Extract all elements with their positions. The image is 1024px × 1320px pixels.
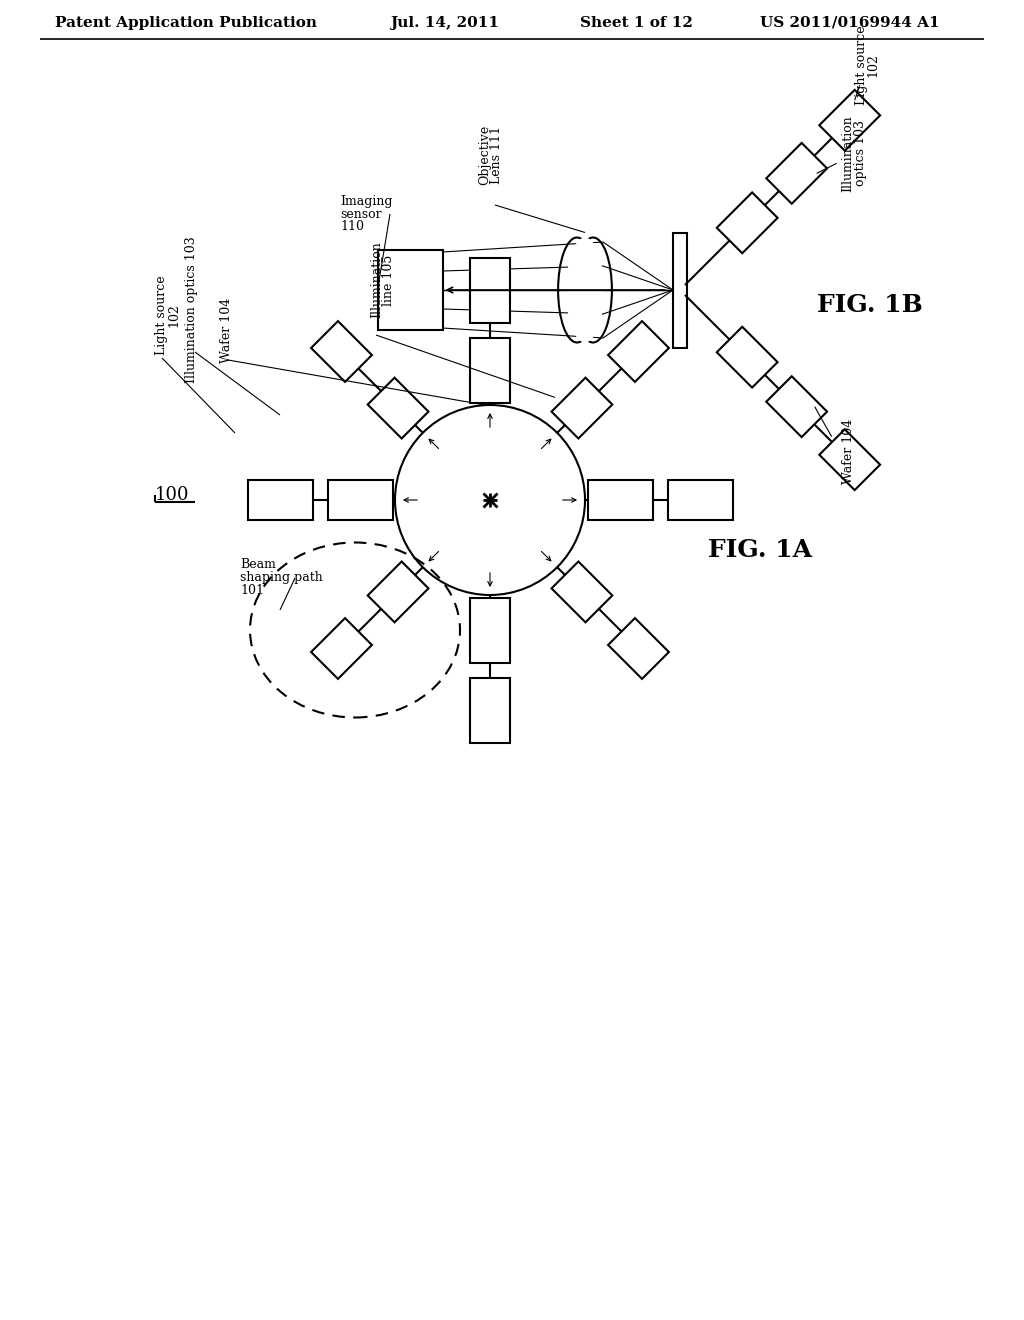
Text: Light source: Light source bbox=[855, 25, 867, 106]
Text: Patent Application Publication: Patent Application Publication bbox=[55, 16, 317, 30]
Text: 102: 102 bbox=[167, 304, 180, 327]
Bar bbox=[608, 321, 669, 381]
Text: Beam: Beam bbox=[240, 558, 275, 572]
Bar bbox=[717, 193, 777, 253]
Bar bbox=[766, 143, 827, 203]
Bar bbox=[552, 378, 612, 438]
Bar bbox=[470, 338, 510, 403]
Bar bbox=[588, 480, 652, 520]
Bar bbox=[311, 321, 372, 381]
Bar bbox=[717, 327, 777, 388]
Text: Wafer 104: Wafer 104 bbox=[220, 297, 233, 363]
Text: 110: 110 bbox=[340, 219, 364, 232]
Ellipse shape bbox=[566, 238, 604, 342]
Text: US 2011/0169944 A1: US 2011/0169944 A1 bbox=[760, 16, 940, 30]
Bar bbox=[248, 480, 312, 520]
Text: Sheet 1 of 12: Sheet 1 of 12 bbox=[580, 16, 693, 30]
Text: Objective: Objective bbox=[478, 125, 490, 185]
Bar bbox=[470, 598, 510, 663]
Text: optics 103: optics 103 bbox=[854, 120, 866, 186]
Text: Imaging: Imaging bbox=[340, 195, 392, 209]
Bar bbox=[552, 561, 612, 622]
Bar bbox=[668, 480, 732, 520]
Text: 100: 100 bbox=[155, 486, 189, 504]
Bar bbox=[470, 257, 510, 322]
Text: Jul. 14, 2011: Jul. 14, 2011 bbox=[390, 16, 499, 30]
Text: shaping path: shaping path bbox=[240, 572, 323, 585]
Bar bbox=[673, 232, 687, 347]
Bar bbox=[819, 429, 880, 490]
Text: 101: 101 bbox=[240, 585, 264, 598]
Bar bbox=[311, 618, 372, 678]
Bar bbox=[368, 561, 428, 622]
Text: FIG. 1A: FIG. 1A bbox=[708, 539, 812, 562]
Text: FIG. 1B: FIG. 1B bbox=[817, 293, 923, 317]
Bar bbox=[378, 249, 442, 330]
Text: line 105: line 105 bbox=[382, 255, 395, 306]
Text: Illumination optics 103: Illumination optics 103 bbox=[185, 236, 198, 383]
Text: Illumination: Illumination bbox=[370, 242, 383, 318]
Text: sensor: sensor bbox=[340, 207, 382, 220]
Text: Lens 111: Lens 111 bbox=[490, 125, 503, 183]
Bar bbox=[766, 376, 827, 437]
Text: Wafer 104: Wafer 104 bbox=[842, 418, 855, 484]
Bar bbox=[819, 90, 880, 150]
Text: Illumination: Illumination bbox=[842, 115, 855, 191]
Bar bbox=[608, 618, 669, 678]
Text: 102: 102 bbox=[866, 53, 880, 78]
Bar bbox=[470, 677, 510, 743]
Text: Light source: Light source bbox=[155, 275, 168, 355]
Bar bbox=[368, 378, 428, 438]
Bar bbox=[328, 480, 392, 520]
